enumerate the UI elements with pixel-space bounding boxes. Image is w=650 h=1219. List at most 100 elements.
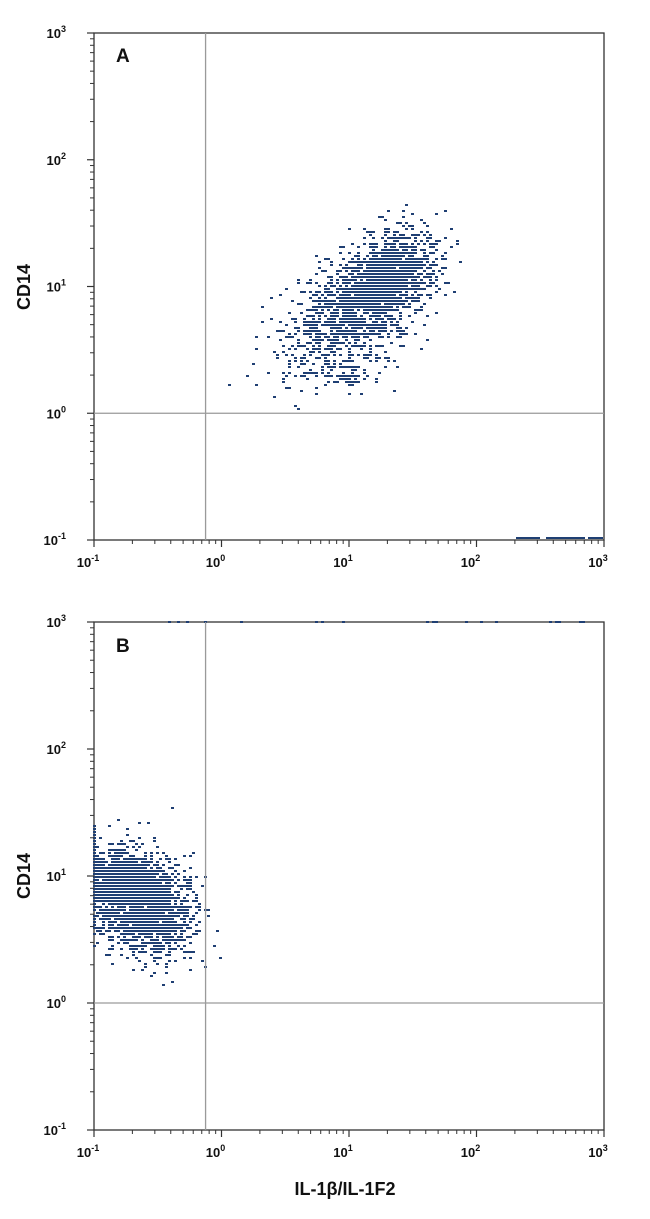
event-dot xyxy=(405,249,408,251)
event-dot xyxy=(117,843,120,845)
event-dot xyxy=(339,354,342,356)
event-dot xyxy=(144,855,147,857)
event-dot xyxy=(102,927,105,929)
event-dot xyxy=(387,309,390,311)
event-dot xyxy=(414,264,417,266)
event-dot xyxy=(153,888,156,890)
event-dot xyxy=(129,897,132,899)
event-dot xyxy=(342,330,345,332)
event-dot xyxy=(108,903,111,905)
event-dot xyxy=(342,378,345,380)
event-dot xyxy=(132,846,135,848)
event-dot xyxy=(123,927,126,929)
event-dot xyxy=(393,252,396,254)
event-dot xyxy=(315,393,318,395)
event-dot xyxy=(126,933,129,935)
event-dot xyxy=(111,909,114,911)
event-dot xyxy=(306,378,309,380)
event-dot xyxy=(165,909,168,911)
event-dot xyxy=(378,216,381,218)
event-dot xyxy=(411,282,414,284)
event-dot xyxy=(126,864,129,866)
event-dot xyxy=(387,306,390,308)
event-dot xyxy=(288,387,291,389)
event-dot xyxy=(357,291,360,293)
event-dot xyxy=(192,951,195,953)
event-dot xyxy=(384,303,387,305)
event-dot xyxy=(396,285,399,287)
event-dot xyxy=(381,321,384,323)
event-dot xyxy=(411,255,414,257)
event-dot xyxy=(357,258,360,260)
event-dot xyxy=(93,915,96,917)
event-dot xyxy=(408,261,411,263)
event-dot xyxy=(399,333,402,335)
event-dot xyxy=(327,300,330,302)
event-dot xyxy=(156,879,159,881)
event-dot xyxy=(348,366,351,368)
event-dot xyxy=(117,849,120,851)
event-dot xyxy=(345,366,348,368)
event-dot xyxy=(93,843,96,845)
event-dot xyxy=(402,243,405,245)
event-dot xyxy=(129,864,132,866)
event-dot xyxy=(429,282,432,284)
event-dot xyxy=(366,297,369,299)
event-dot xyxy=(174,870,177,872)
event-dot xyxy=(165,885,168,887)
event-dot xyxy=(582,621,585,623)
event-dot xyxy=(309,324,312,326)
event-dot xyxy=(141,918,144,920)
event-dot xyxy=(369,339,372,341)
event-dot xyxy=(186,924,189,926)
event-dot xyxy=(150,915,153,917)
event-dot xyxy=(438,240,441,242)
event-dot xyxy=(138,858,141,860)
event-dot xyxy=(333,309,336,311)
event-dot xyxy=(117,900,120,902)
event-dot xyxy=(393,282,396,284)
event-dot xyxy=(414,309,417,311)
event-dot xyxy=(357,246,360,248)
event-dot xyxy=(351,276,354,278)
event-dot xyxy=(426,267,429,269)
event-dot xyxy=(111,879,114,881)
event-dot xyxy=(399,330,402,332)
event-dot xyxy=(369,333,372,335)
event-dot xyxy=(411,243,414,245)
event-dot xyxy=(420,288,423,290)
event-dot xyxy=(300,303,303,305)
event-dot xyxy=(165,906,168,908)
event-dot xyxy=(423,255,426,257)
event-dot xyxy=(396,279,399,281)
event-dot xyxy=(147,912,150,914)
event-dot xyxy=(369,309,372,311)
event-dot xyxy=(384,297,387,299)
event-dot xyxy=(117,918,120,920)
x-tick-label: 101 xyxy=(333,1143,352,1160)
event-dot xyxy=(351,369,354,371)
event-dot xyxy=(183,915,186,917)
event-dot xyxy=(375,282,378,284)
event-dot xyxy=(354,327,357,329)
event-dot xyxy=(138,921,141,923)
event-dot xyxy=(156,963,159,965)
event-dot xyxy=(312,345,315,347)
event-dot xyxy=(150,855,153,857)
event-dot xyxy=(189,927,192,929)
event-dot xyxy=(330,264,333,266)
event-dot xyxy=(114,882,117,884)
event-dot xyxy=(159,888,162,890)
event-dot xyxy=(111,948,114,950)
event-dot xyxy=(336,375,339,377)
event-dot xyxy=(99,891,102,893)
event-dot xyxy=(153,873,156,875)
event-dot xyxy=(186,912,189,914)
event-dot xyxy=(342,291,345,293)
event-dot xyxy=(351,366,354,368)
event-dot xyxy=(336,306,339,308)
event-dot xyxy=(177,924,180,926)
event-dot xyxy=(111,891,114,893)
event-dot xyxy=(402,267,405,269)
event-dot xyxy=(405,270,408,272)
